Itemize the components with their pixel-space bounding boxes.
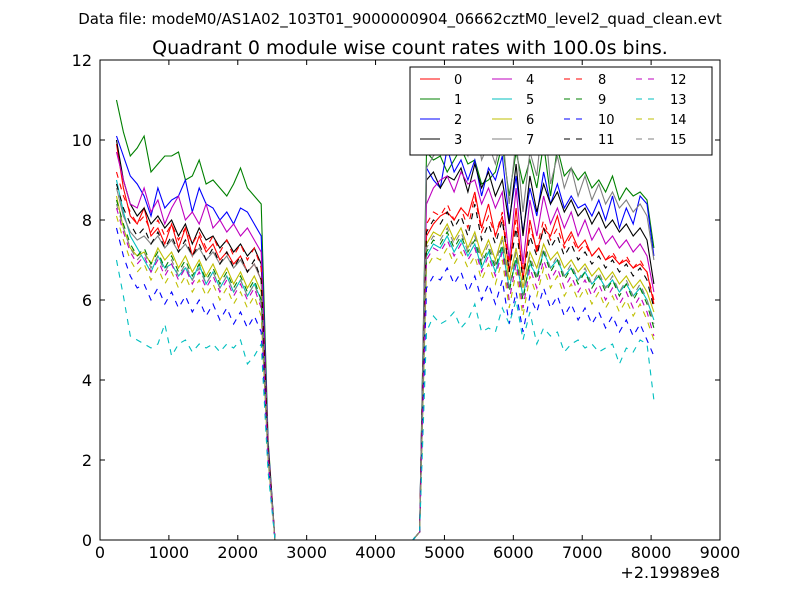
y-tick-label: 6 bbox=[82, 291, 92, 310]
y-tick-label: 0 bbox=[82, 531, 92, 550]
x-tick-label: 1000 bbox=[149, 543, 190, 562]
x-tick-label: 3000 bbox=[286, 543, 327, 562]
legend-label-9: 9 bbox=[598, 93, 606, 108]
x-tick-label: 5000 bbox=[424, 543, 465, 562]
x-tick-label: 8000 bbox=[631, 543, 672, 562]
series-line-15 bbox=[115, 203, 655, 541]
chart-suptitle: Data file: modeM0/AS1A02_103T01_90000009… bbox=[78, 10, 722, 29]
y-tick-label: 10 bbox=[72, 131, 92, 150]
legend-label-6: 6 bbox=[526, 113, 534, 128]
series-line-12 bbox=[115, 207, 655, 541]
series-line-2 bbox=[115, 135, 655, 541]
plot-lines bbox=[115, 99, 655, 541]
chart-title: Quadrant 0 module wise count rates with … bbox=[152, 37, 668, 59]
legend-label-1: 1 bbox=[454, 93, 462, 108]
series-line-8 bbox=[115, 171, 655, 541]
legend-label-3: 3 bbox=[454, 133, 462, 148]
y-tick-label: 12 bbox=[72, 51, 92, 70]
x-tick-label: 6000 bbox=[493, 543, 534, 562]
legend-label-4: 4 bbox=[526, 73, 534, 88]
series-line-1 bbox=[115, 99, 655, 541]
x-tick-label: 9000 bbox=[700, 543, 741, 562]
x-tick-label: 2000 bbox=[217, 543, 258, 562]
legend-label-7: 7 bbox=[526, 133, 534, 148]
plot-frame bbox=[99, 59, 721, 541]
legend-label-12: 12 bbox=[670, 73, 687, 88]
legend-label-2: 2 bbox=[454, 113, 462, 128]
x-tick-label: 0 bbox=[95, 543, 105, 562]
legend-label-13: 13 bbox=[670, 93, 687, 108]
legend-box bbox=[409, 66, 713, 156]
legend-label-8: 8 bbox=[598, 73, 606, 88]
x-tick-label: 7000 bbox=[562, 543, 603, 562]
series-line-7 bbox=[115, 107, 655, 541]
y-tick-label: 4 bbox=[82, 371, 92, 390]
x-offset-label: +2.19989e8 bbox=[620, 563, 720, 582]
series-line-0 bbox=[115, 143, 655, 541]
legend-label-11: 11 bbox=[598, 133, 615, 148]
legend-label-14: 14 bbox=[670, 113, 687, 128]
legend-label-15: 15 bbox=[670, 133, 687, 148]
legend-label-5: 5 bbox=[526, 93, 534, 108]
legend-label-0: 0 bbox=[454, 73, 462, 88]
legend-label-10: 10 bbox=[598, 113, 615, 128]
y-tick-label: 2 bbox=[82, 451, 92, 470]
axes: 0 1000 2000 3000 4000 5000 6000 7000 8000 9000 0 2 4… bbox=[72, 51, 741, 562]
y-tick-label: 8 bbox=[82, 211, 92, 230]
x-tick-label: 4000 bbox=[355, 543, 396, 562]
series-line-13 bbox=[115, 259, 655, 541]
